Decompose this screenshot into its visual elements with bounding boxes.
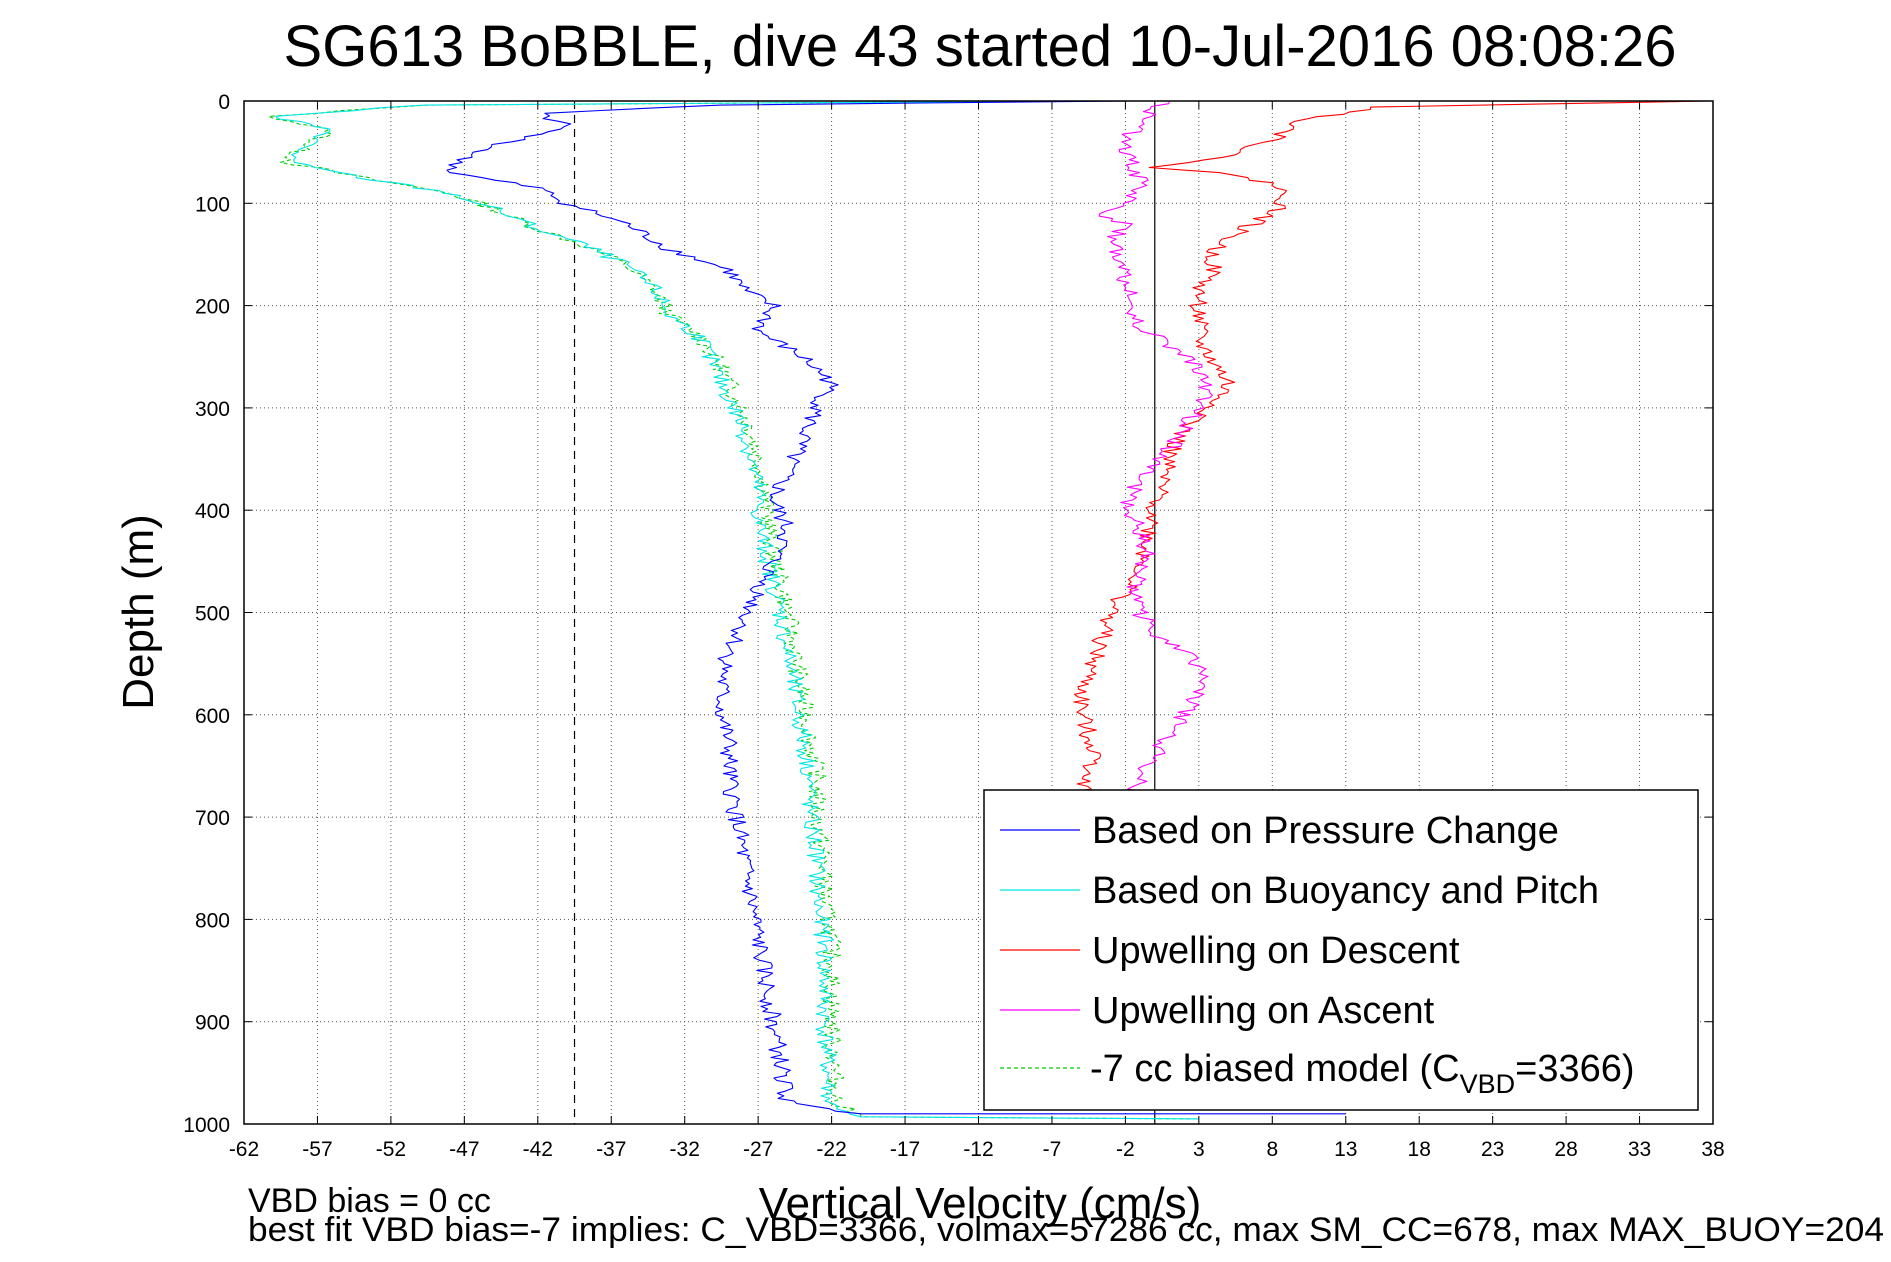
x-tick-label: 23 [1481, 1138, 1504, 1161]
x-tick-label: 13 [1334, 1138, 1357, 1161]
best-fit-note: best fit VBD bias=-7 implies: C_VBD=3366… [248, 1211, 1884, 1249]
chart-title: SG613 BoBBLE, dive 43 started 10-Jul-201… [284, 14, 1677, 79]
series-pressure-line [446, 100, 1346, 1115]
legend-label-biased: -7 cc biased model (CVBD=3366) [1090, 1048, 1635, 1099]
legend-label-pressure: Based on Pressure Change [1092, 810, 1559, 852]
x-tick-label: 3 [1193, 1138, 1205, 1161]
legend-label-end: =3366) [1515, 1048, 1634, 1090]
x-tick-label: -2 [1116, 1138, 1135, 1161]
tick-labels: -62 -57 -52 -47 -42 -37 -32 -27 -22 -17 -12 -7 -2 3 8 1… [183, 91, 1724, 1161]
x-tick-label: -42 [523, 1138, 553, 1161]
legend: Based on Pressure Change Based on Buoyanc… [983, 789, 1699, 1111]
series-up_ascent-line [1098, 100, 1213, 798]
x-tick-label: 33 [1628, 1138, 1651, 1161]
x-tick-label: -62 [229, 1138, 259, 1161]
y-tick-label: 300 [195, 398, 230, 421]
y-tick-label: 900 [195, 1012, 230, 1035]
x-tick-label: -22 [816, 1138, 846, 1161]
x-tick-label: 8 [1266, 1138, 1278, 1161]
x-tick-label: -27 [743, 1138, 773, 1161]
y-tick-label: 0 [218, 91, 230, 114]
legend-label-main: -7 cc biased model (C [1090, 1048, 1460, 1090]
series-biased-line [268, 100, 1199, 1120]
legend-label-up_descent: Upwelling on Descent [1092, 930, 1460, 972]
legend-label-sub: VBD [1460, 1069, 1516, 1099]
y-tick-label: 700 [195, 807, 230, 830]
axes [243, 100, 1714, 1125]
x-tick-label: 38 [1701, 1138, 1724, 1161]
y-tick-label: 800 [195, 909, 230, 932]
x-tick-label: -52 [376, 1138, 406, 1161]
x-tick-label: -12 [963, 1138, 993, 1161]
x-tick-label: -47 [449, 1138, 479, 1161]
x-tick-label: -57 [302, 1138, 332, 1161]
x-tick-label: -37 [596, 1138, 626, 1161]
legend-label-up_ascent: Upwelling on Ascent [1092, 990, 1435, 1032]
x-tick-label: -7 [1043, 1138, 1062, 1161]
x-tick-label: 18 [1408, 1138, 1431, 1161]
series-buoyancy-line [275, 100, 1199, 1120]
legend-box [983, 789, 1699, 1111]
series-up_descent-line [1073, 100, 1710, 798]
y-tick-label: 1000 [183, 1114, 230, 1137]
y-tick-label: 400 [195, 500, 230, 523]
vbd-bias-note: VBD bias = 0 cc [248, 1182, 491, 1220]
x-tick-label: 28 [1554, 1138, 1577, 1161]
legend-label-buoyancy: Based on Buoyancy and Pitch [1092, 870, 1599, 912]
y-tick-label: 600 [195, 705, 230, 728]
plot-area [268, 100, 1710, 1120]
y-tick-label: 100 [195, 193, 230, 216]
y-tick-label: 500 [195, 603, 230, 626]
x-tick-label: -17 [890, 1138, 920, 1161]
x-tick-label: -32 [670, 1138, 700, 1161]
x-axis-label: Vertical Velocity (cm/s) [759, 1179, 1202, 1228]
y-axis-label: Depth (m) [114, 514, 163, 710]
y-tick-label: 200 [195, 296, 230, 319]
axes-frame [243, 100, 1714, 1125]
